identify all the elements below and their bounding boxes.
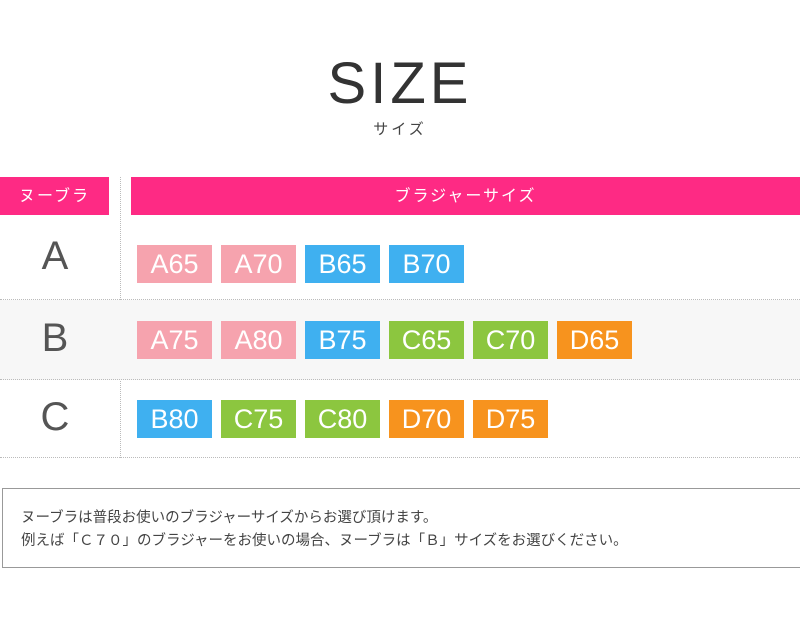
size-chip: A75	[137, 321, 212, 359]
nubra-size-label: A	[41, 233, 69, 278]
size-chip: C80	[305, 400, 380, 438]
page-title: SIZE	[327, 51, 473, 116]
size-chip: D70	[389, 400, 464, 438]
table-row: C B80 C75 C80 D70 D75	[0, 380, 800, 458]
table-row: B A75 A80 B75 C65 C70 D65	[0, 300, 800, 380]
size-chip: A65	[137, 244, 212, 283]
nubra-size-label: B	[41, 316, 69, 360]
nubra-size-label: C	[40, 395, 70, 439]
size-chip: C70	[473, 321, 548, 359]
size-chip: D75	[473, 400, 548, 438]
size-chip: D65	[557, 321, 632, 359]
note-line-1: ヌーブラは普段お使いのブラジャーサイズからお選び頂けます。	[21, 510, 438, 526]
table-row: A A65 A70 B65 B70	[0, 215, 800, 300]
header-nubra: ヌーブラ	[0, 177, 109, 215]
bra-size-list: B80 C75 C80 D70 D75	[137, 400, 548, 438]
bra-size-list: A75 A80 B75 C65 C70 D65	[137, 321, 632, 359]
size-chip: B75	[305, 321, 380, 359]
note-line-2: 例えば「Ｃ７０」のブラジャーをお使いの場合、ヌーブラは「Ｂ」サイズをお選びくださ…	[21, 533, 628, 549]
size-chip: A80	[221, 321, 296, 359]
size-chip: C75	[221, 400, 296, 438]
size-chip: A70	[221, 244, 296, 283]
size-chip: B65	[305, 244, 380, 283]
bra-size-list: A65 A70 B65 B70	[137, 244, 464, 283]
size-chip: C65	[389, 321, 464, 359]
header-bra-size: ブラジャーサイズ	[131, 177, 800, 215]
page-subtitle: サイズ	[373, 120, 427, 138]
note-box: ヌーブラは普段お使いのブラジャーサイズからお選び頂けます。 例えば「Ｃ７０」のブ…	[2, 488, 800, 568]
size-chip: B80	[137, 400, 212, 438]
size-chip: B70	[389, 244, 464, 283]
